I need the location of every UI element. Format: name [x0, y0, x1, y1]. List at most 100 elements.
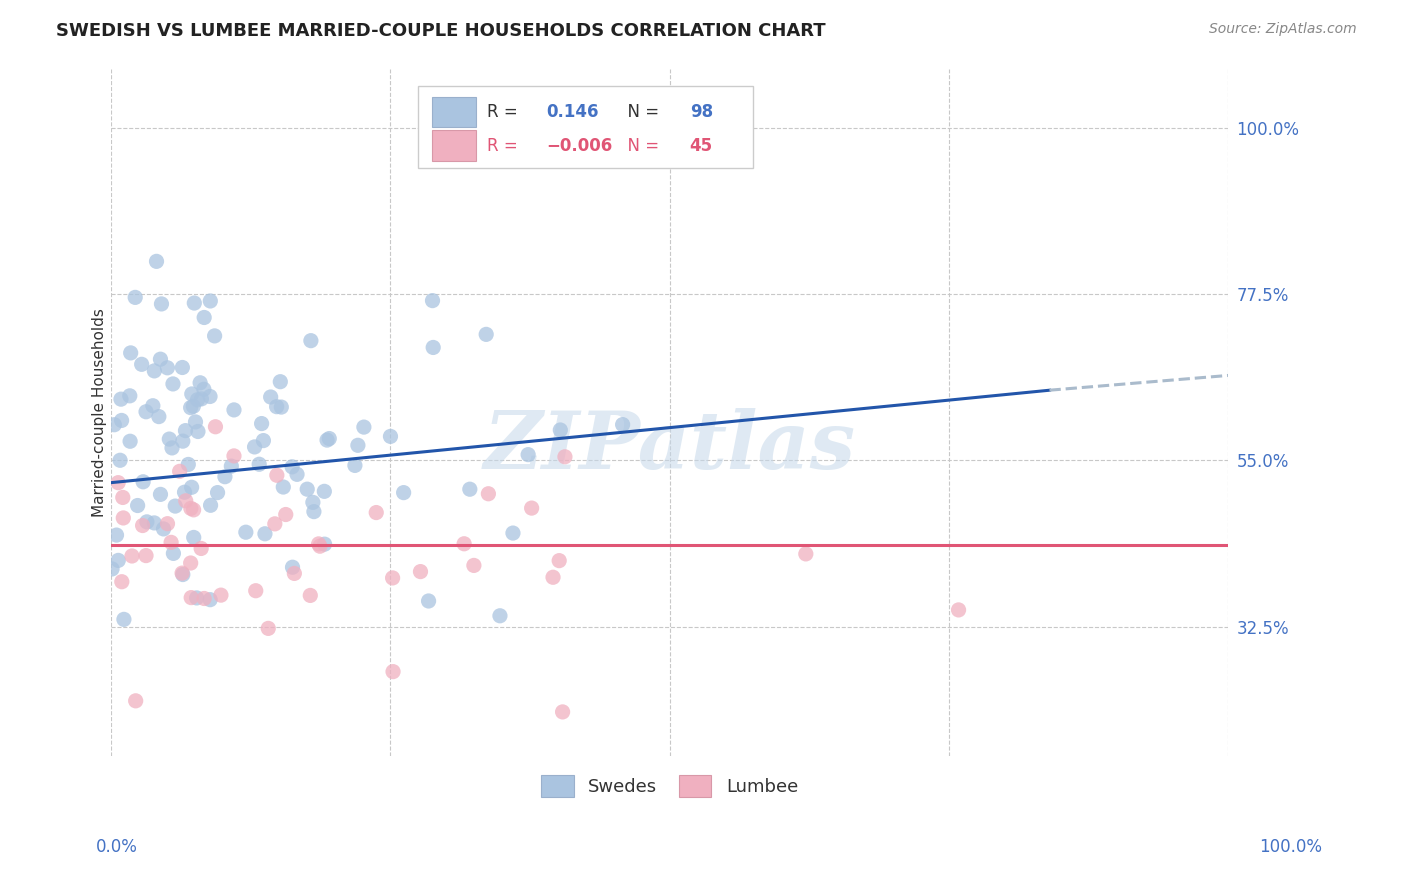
Point	[266, 400, 288, 414]
Point	[111, 491, 134, 505]
Point	[314, 484, 336, 499]
Point	[121, 549, 143, 563]
Text: N =: N =	[617, 103, 665, 120]
Point	[314, 537, 336, 551]
Point	[112, 511, 135, 525]
Point	[380, 429, 402, 443]
FancyBboxPatch shape	[432, 96, 477, 127]
Point	[353, 420, 375, 434]
Point	[180, 387, 202, 401]
Point	[180, 401, 202, 415]
Point	[283, 566, 305, 581]
Point	[156, 516, 179, 531]
Text: 45: 45	[690, 136, 713, 154]
Point	[302, 505, 325, 519]
Point	[214, 469, 236, 483]
Point	[160, 535, 183, 549]
Point	[243, 440, 266, 454]
Point	[186, 392, 208, 407]
Point	[127, 499, 149, 513]
Point	[183, 399, 205, 413]
Point	[381, 571, 404, 585]
Point	[347, 438, 370, 452]
Point	[207, 485, 229, 500]
Point	[548, 554, 571, 568]
Point	[107, 475, 129, 490]
Point	[245, 583, 267, 598]
Point	[222, 449, 245, 463]
Point	[143, 516, 166, 530]
Text: ZIPatlas: ZIPatlas	[484, 408, 856, 485]
Point	[343, 458, 366, 473]
Point	[463, 558, 485, 573]
Point	[135, 515, 157, 529]
Point	[180, 591, 202, 605]
Point	[222, 403, 245, 417]
Point	[200, 293, 222, 308]
Point	[475, 327, 498, 342]
Point	[190, 392, 212, 406]
Point	[302, 495, 325, 509]
Point	[180, 480, 202, 494]
Text: Source: ZipAtlas.com: Source: ZipAtlas.com	[1209, 22, 1357, 37]
Point	[281, 560, 304, 574]
Point	[612, 417, 634, 432]
Point	[274, 508, 297, 522]
Point	[172, 360, 194, 375]
Text: R =: R =	[488, 103, 523, 120]
Point	[190, 541, 212, 556]
Point	[794, 547, 817, 561]
Point	[422, 341, 444, 355]
Point	[152, 522, 174, 536]
Text: 98: 98	[690, 103, 713, 120]
Point	[107, 553, 129, 567]
Point	[180, 501, 202, 516]
Point	[124, 290, 146, 304]
Y-axis label: Married-couple Households: Married-couple Households	[93, 308, 107, 516]
Point	[188, 376, 211, 390]
Point	[366, 506, 388, 520]
Point	[221, 459, 243, 474]
Point	[183, 296, 205, 310]
Text: −0.006: −0.006	[547, 136, 613, 154]
Text: N =: N =	[617, 136, 665, 154]
Point	[183, 503, 205, 517]
Point	[308, 537, 330, 551]
Point	[160, 441, 183, 455]
Point	[162, 376, 184, 391]
Point	[502, 526, 524, 541]
Point	[247, 457, 270, 471]
Point	[150, 297, 173, 311]
Text: SWEDISH VS LUMBEE MARRIED-COUPLE HOUSEHOLDS CORRELATION CHART: SWEDISH VS LUMBEE MARRIED-COUPLE HOUSEHO…	[56, 22, 825, 40]
Point	[165, 499, 187, 513]
Point	[187, 425, 209, 439]
Point	[110, 392, 132, 406]
Point	[162, 546, 184, 560]
Point	[120, 434, 142, 449]
Point	[263, 516, 285, 531]
Point	[299, 334, 322, 348]
Point	[177, 458, 200, 472]
Point	[148, 409, 170, 424]
Point	[169, 464, 191, 478]
Point	[131, 518, 153, 533]
Point	[193, 382, 215, 396]
Point	[198, 389, 221, 403]
Point	[477, 487, 499, 501]
Point	[103, 417, 125, 432]
Point	[204, 419, 226, 434]
Text: 100.0%: 100.0%	[1260, 838, 1322, 856]
FancyBboxPatch shape	[432, 130, 477, 161]
Point	[142, 399, 165, 413]
Point	[309, 539, 332, 553]
Point	[489, 608, 512, 623]
Point	[235, 525, 257, 540]
Point	[281, 459, 304, 474]
Point	[105, 528, 128, 542]
Point	[318, 432, 340, 446]
Text: 0.0%: 0.0%	[96, 838, 138, 856]
Point	[541, 570, 564, 584]
Point	[250, 417, 273, 431]
Point	[285, 467, 308, 482]
Point	[131, 357, 153, 371]
